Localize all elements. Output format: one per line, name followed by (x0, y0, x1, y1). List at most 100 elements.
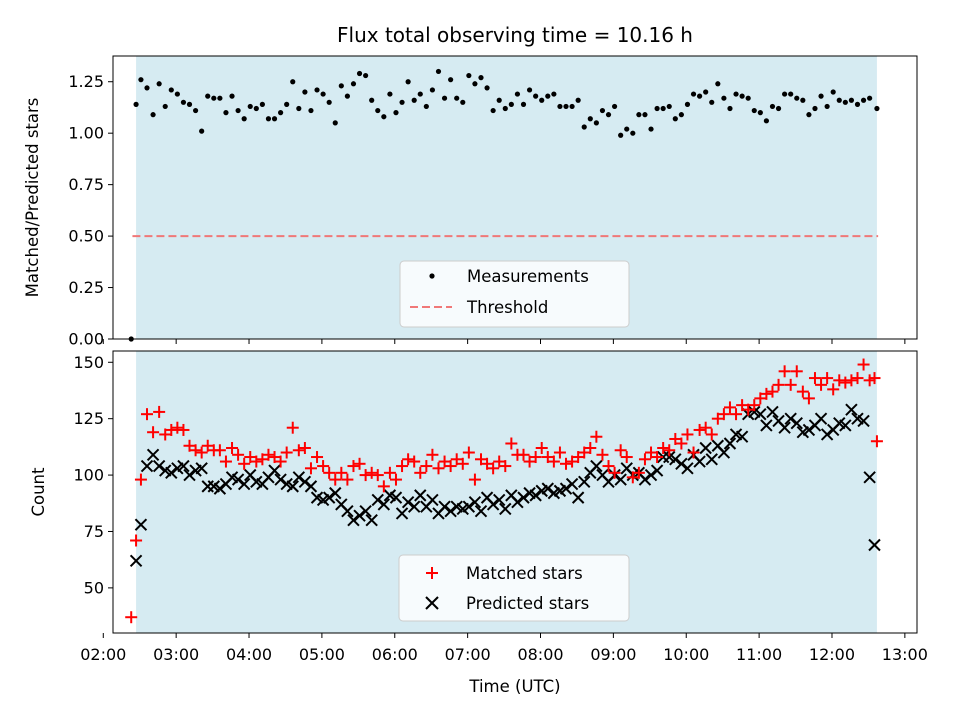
legend-matched-label: Matched stars (466, 564, 583, 583)
measurement-point (417, 91, 423, 97)
predicted-star-marker (857, 414, 870, 428)
predicted-star-marker (669, 453, 682, 466)
matched-star-marker (396, 460, 409, 473)
measurement-point (672, 116, 678, 122)
measurement-point (824, 103, 830, 110)
top-legend-box (399, 260, 630, 328)
measurement-point (411, 97, 417, 103)
y-tick-label: 0.50 (68, 227, 104, 246)
measurement-point (393, 110, 399, 116)
matched-star-marker (134, 473, 147, 486)
measurement-point (217, 95, 223, 101)
x-tick-label: 04:00 (226, 645, 272, 664)
measurement-point (709, 99, 715, 105)
x-tick-label: 03:00 (153, 645, 199, 664)
measurement-point (138, 77, 144, 83)
matched-star-marker (596, 448, 609, 461)
matched-star-marker (292, 444, 305, 457)
matched-star-marker (851, 372, 864, 385)
measurement-point (690, 91, 697, 97)
matched-star-marker (201, 439, 214, 452)
predicted-star-marker (766, 405, 779, 419)
measurement-point (678, 112, 684, 118)
matched-star-marker (165, 423, 178, 436)
measurement-point (168, 87, 174, 93)
matched-star-marker (125, 611, 138, 624)
measurement-point (800, 97, 806, 103)
measurement-point (448, 77, 454, 83)
predicted-star-marker (129, 554, 143, 568)
matched-star-marker (493, 455, 506, 468)
measurement-point (350, 81, 357, 87)
matched-star-marker (705, 428, 718, 441)
predicted-star-marker (839, 419, 852, 432)
matched-star-marker (487, 462, 500, 475)
measurement-point (338, 83, 344, 89)
predicted-star-marker (286, 480, 299, 493)
measurement-point (387, 91, 393, 97)
measurement-point (381, 114, 387, 120)
x-tick-label: 05:00 (299, 645, 345, 664)
matched-star-marker (602, 460, 615, 473)
matched-star-marker (772, 378, 785, 391)
predicted-star-marker (134, 518, 148, 531)
measurement-point (454, 95, 460, 101)
predicted-star-marker (717, 446, 731, 459)
matched-star-marker (499, 460, 512, 473)
measurement-point (314, 87, 320, 93)
predicted-star-marker (438, 500, 451, 513)
matched-star-marker (171, 421, 184, 434)
matched-star-marker (456, 457, 469, 470)
matched-star-marker (159, 428, 172, 441)
predicted-star-marker (529, 489, 542, 502)
matched-star-marker (377, 480, 390, 493)
measurement-point (684, 101, 691, 107)
predicted-star-marker (274, 473, 287, 486)
predicted-star-marker (322, 491, 336, 504)
legend-threshold-label: Threshold (466, 298, 548, 317)
matched-star-marker (250, 455, 263, 468)
matched-star-marker (657, 442, 670, 455)
x-tick-label: 08:00 (517, 645, 563, 664)
predicted-star-marker (474, 504, 488, 518)
predicted-star-marker (407, 500, 421, 513)
matched-star-marker (833, 374, 846, 387)
predicted-star-marker (231, 473, 245, 486)
y-tick-label: 0.00 (68, 330, 104, 349)
predicted-star-marker (395, 507, 409, 520)
measurement-point (259, 101, 265, 107)
matched-star-marker (736, 399, 749, 412)
matched-star-marker (808, 372, 821, 385)
predicted-star-marker (784, 412, 797, 425)
measurement-point (836, 97, 842, 103)
measurement-point (660, 105, 666, 112)
predicted-star-marker (845, 403, 858, 416)
y-tick-label: 1.25 (68, 72, 104, 91)
matched-star-marker (827, 383, 840, 396)
measurement-point (205, 93, 211, 99)
matched-star-marker (432, 462, 445, 475)
legend-predicted-marker (425, 596, 439, 610)
measurement-point (551, 91, 557, 97)
matched-star-marker (262, 448, 275, 461)
legend-predicted-label: Predicted stars (466, 594, 589, 613)
predicted-star-marker (444, 504, 457, 518)
measurement-point (581, 124, 587, 130)
predicted-star-marker (693, 455, 706, 468)
matched-star-marker (238, 457, 251, 470)
matched-star-marker (870, 435, 883, 448)
x-tick-label: 07:00 (445, 645, 491, 664)
measurement-point (715, 81, 721, 87)
matched-star-marker (153, 405, 166, 418)
measurement-point (162, 103, 168, 110)
measurement-point (618, 132, 624, 138)
measurement-point (235, 107, 241, 114)
bottom-axes-frame (112, 350, 918, 634)
measurement-point (192, 107, 199, 114)
measurement-point (751, 107, 757, 114)
measurement-point (812, 105, 818, 112)
predicted-star-marker (347, 513, 360, 527)
matched-star-marker (723, 401, 736, 414)
predicted-star-marker (723, 437, 737, 450)
